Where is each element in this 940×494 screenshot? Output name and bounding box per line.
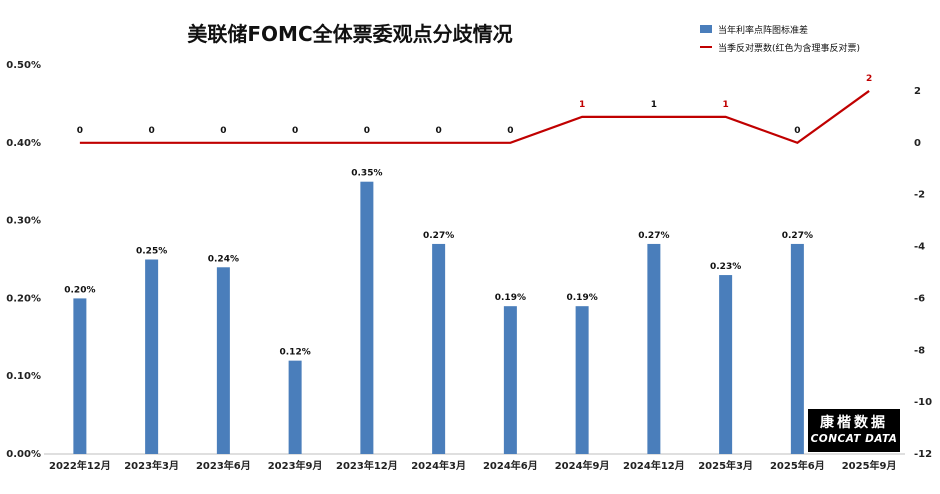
x-axis-tick-label: 2022年12月 [49, 459, 111, 472]
bar-data-label: 0.27% [782, 231, 813, 241]
right-axis-tick-label: 0 [914, 138, 921, 149]
bar [288, 360, 302, 454]
logo-chinese-text: 康楷数据 [820, 415, 888, 431]
left-axis-tick-label: 0.30% [6, 216, 41, 227]
bar [216, 267, 230, 454]
right-axis-tick-label: -8 [914, 345, 925, 356]
line-data-label: 0 [435, 126, 441, 136]
line-data-label: 0 [292, 126, 298, 136]
left-axis-tick-label: 0.50% [6, 60, 41, 71]
line-data-label: 1 [722, 100, 728, 110]
left-axis-tick-label: 0.10% [6, 371, 41, 382]
legend-line-swatch [700, 46, 712, 48]
line-data-label: 0 [220, 126, 226, 136]
legend: 当年利率点阵图标准差 当季反对票数(红色为含理事反对票) [700, 20, 860, 56]
bar [360, 181, 374, 454]
line-data-label: 0 [794, 126, 800, 136]
left-axis-tick-label: 0.40% [6, 138, 41, 149]
bar-data-label: 0.19% [567, 293, 598, 303]
x-axis-tick-label: 2024年12月 [623, 459, 685, 472]
legend-item-bar: 当年利率点阵图标准差 [700, 20, 860, 38]
legend-bar-label: 当年利率点阵图标准差 [718, 25, 809, 36]
right-axis-tick-label: -2 [914, 190, 925, 201]
line-data-label: 0 [507, 126, 513, 136]
chart-title: 美联储FOMC全体票委观点分歧情况 [187, 22, 513, 46]
bar-data-label: 0.19% [495, 293, 526, 303]
legend-item-line: 当季反对票数(红色为含理事反对票) [700, 38, 860, 56]
line-data-label: 0 [148, 126, 154, 136]
line-data-label: 0 [77, 126, 83, 136]
left-axis-tick-label: 0.20% [6, 293, 41, 304]
bar-data-label: 0.27% [638, 231, 669, 241]
bar [503, 306, 517, 454]
x-axis-tick-label: 2023年3月 [124, 459, 179, 472]
bar [432, 243, 446, 454]
right-axis-tick-label: -12 [914, 449, 932, 460]
bar [145, 259, 159, 454]
x-axis-tick-label: 2025年6月 [770, 459, 825, 472]
x-axis-tick-label: 2025年9月 [842, 459, 897, 472]
line-data-label: 2 [866, 74, 872, 84]
bar-data-label: 0.35% [351, 169, 382, 179]
line-data-label: 0 [364, 126, 370, 136]
right-axis-tick-label: 2 [914, 86, 921, 97]
right-axis-tick-label: -4 [914, 242, 925, 253]
right-axis-tick-label: -10 [914, 397, 932, 408]
x-axis-tick-label: 2023年12月 [336, 459, 398, 472]
bar-data-label: 0.24% [208, 254, 239, 264]
x-axis-tick-label: 2024年3月 [411, 459, 466, 472]
bar-data-label: 0.20% [64, 285, 95, 295]
x-axis-tick-label: 2024年9月 [555, 459, 610, 472]
right-axis-tick-label: -6 [914, 293, 925, 304]
logo-english-text: CONCAT DATA [810, 433, 898, 445]
line-data-label: 1 [579, 100, 585, 110]
bar [790, 243, 804, 454]
x-axis-tick-label: 2023年9月 [268, 459, 323, 472]
bar-data-label: 0.27% [423, 231, 454, 241]
x-axis-tick-label: 2023年6月 [196, 459, 251, 472]
x-axis-tick-label: 2024年6月 [483, 459, 538, 472]
bar [719, 275, 733, 454]
bar [73, 298, 87, 454]
bar [575, 306, 589, 454]
left-axis-tick-label: 0.00% [6, 449, 41, 460]
x-axis-tick-label: 2025年3月 [698, 459, 753, 472]
bar-data-label: 0.12% [280, 348, 311, 358]
brand-logo: 康楷数据 CONCAT DATA [808, 409, 900, 452]
line-series [79, 90, 870, 145]
legend-bar-swatch [700, 25, 712, 33]
bar [647, 243, 661, 454]
bar-data-label: 0.25% [136, 247, 167, 257]
legend-line-label: 当季反对票数(红色为含理事反对票) [718, 43, 861, 54]
bar-data-label: 0.23% [710, 262, 741, 272]
line-data-label: 1 [651, 100, 657, 110]
